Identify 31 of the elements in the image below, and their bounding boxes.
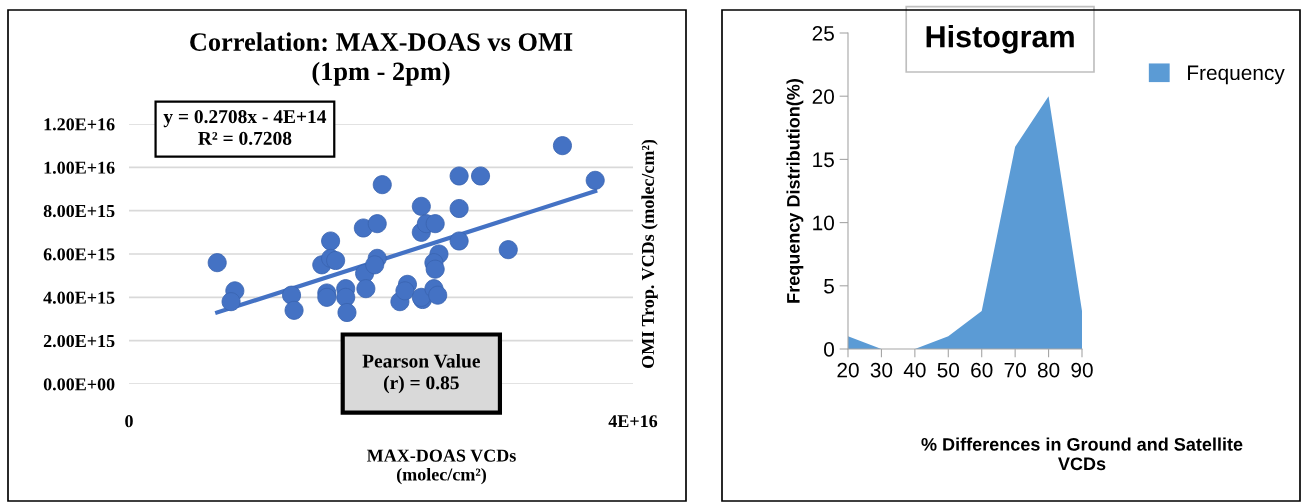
y-tick-label: 25	[812, 26, 834, 41]
x-axis-title: MAX-DOAS VCDs (molec/cm²)	[366, 449, 516, 485]
y-axis-title: Frequency Distribution(%)	[786, 79, 804, 303]
x-tick-label: 30	[870, 362, 893, 378]
y-axis-title: OMI Trop. VCDs (molec/cm²)	[641, 139, 658, 369]
x-axis-title: % Differences in Ground and Satellite VCDs	[921, 437, 1243, 471]
chart-title: Correlation: MAX-DOAS vs OMI (1pm - 2pm)	[190, 32, 573, 86]
y-tick-label: 8.00E+15	[43, 204, 115, 218]
annotation: Pearson Value (r) = 0.85	[362, 353, 480, 394]
chart-title: Histogram	[926, 25, 1074, 54]
x-tick-label: 90	[1071, 362, 1093, 378]
y-tick-label: 10	[813, 215, 834, 231]
y-tick-label: 4.00E+15	[43, 291, 115, 304]
y-tick-label: 6.00E+15	[43, 248, 115, 261]
y-tick-label: 15	[813, 152, 834, 168]
annotation: y = 0.2708x - 4E+14 R² = 0.7208	[163, 110, 327, 145]
y-tick-label: 0.00E+00	[43, 378, 115, 391]
x-tick-label: 70	[1004, 362, 1026, 378]
y-tick-label: 20	[812, 89, 834, 104]
x-tick-label: 80	[1037, 362, 1060, 378]
y-tick-label: 0	[824, 342, 834, 357]
y-tick-label: 1.20E+16	[44, 118, 115, 131]
x-tick-label: 40	[903, 362, 926, 378]
y-tick-label: 5	[824, 279, 834, 294]
x-tick-label: 50	[937, 362, 960, 378]
x-tick-label: 20	[837, 362, 859, 378]
x-tick-label: 4E+16	[608, 415, 658, 428]
x-tick-label: 60	[971, 362, 993, 378]
y-tick-label: 1.00E+16	[44, 161, 115, 174]
y-tick-label: 2.00E+15	[43, 334, 115, 348]
legend-label: Frequency	[1188, 65, 1285, 85]
